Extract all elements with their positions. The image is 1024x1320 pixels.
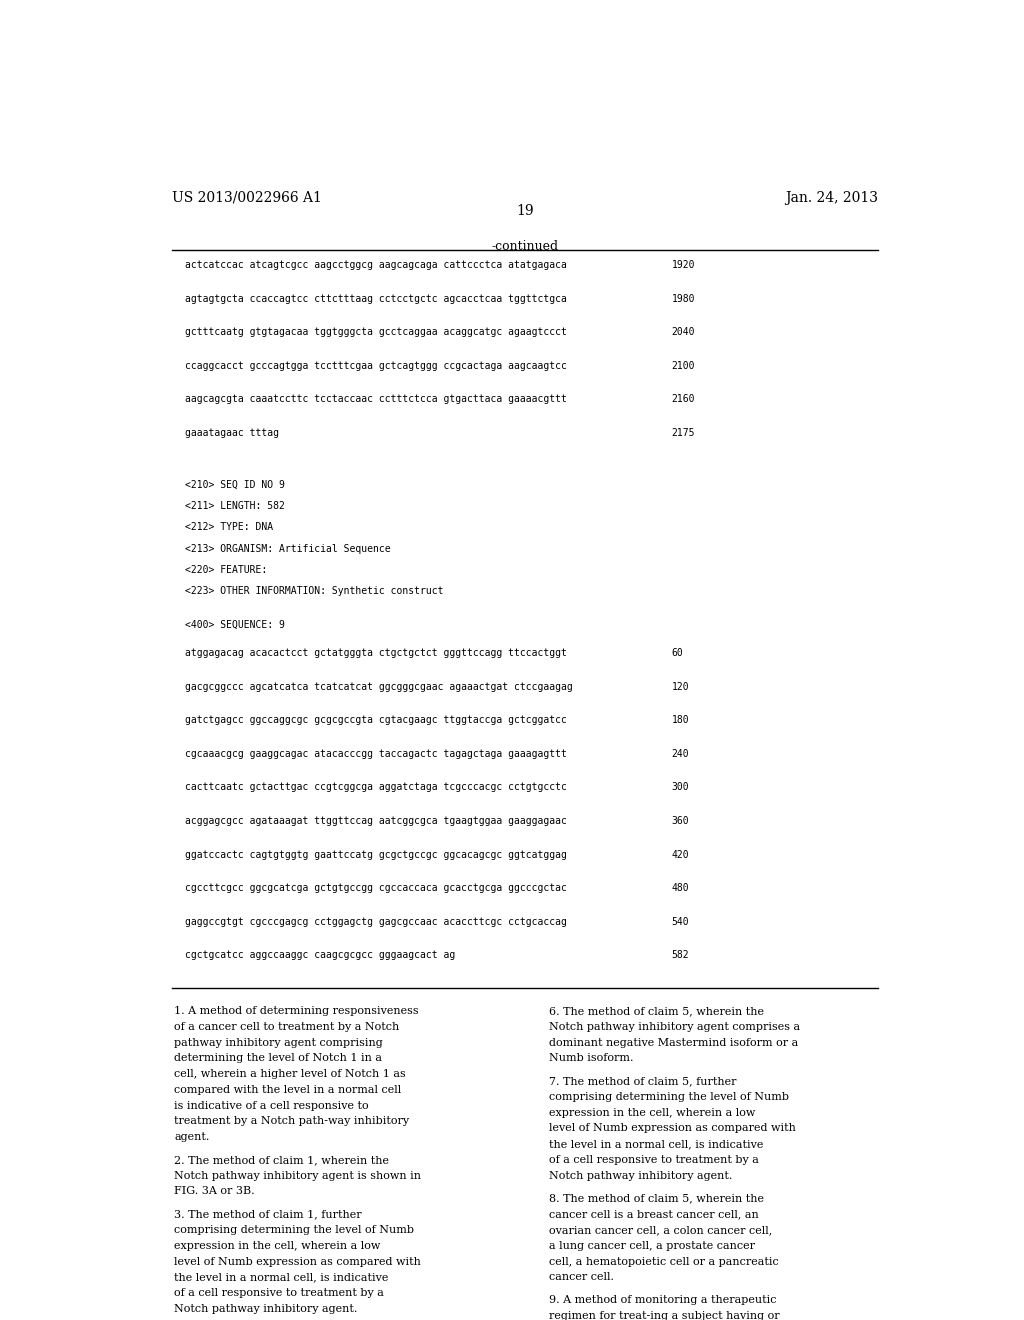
Text: ccaggcacct gcccagtgga tcctttcgaa gctcagtggg ccgcactaga aagcaagtcc: ccaggcacct gcccagtgga tcctttcgaa gctcagt… bbox=[185, 360, 567, 371]
Text: <400> SEQUENCE: 9: <400> SEQUENCE: 9 bbox=[185, 620, 285, 630]
Text: cgcaaacgcg gaaggcagac atacacccgg taccagactc tagagctaga gaaagagttt: cgcaaacgcg gaaggcagac atacacccgg taccaga… bbox=[185, 748, 567, 759]
Text: ggatccactc cagtgtggtg gaattccatg gcgctgccgc ggcacagcgc ggtcatggag: ggatccactc cagtgtggtg gaattccatg gcgctgc… bbox=[185, 850, 567, 859]
Text: of a cell responsive to treatment by a: of a cell responsive to treatment by a bbox=[549, 1155, 759, 1166]
Text: Notch pathway inhibitory agent.: Notch pathway inhibitory agent. bbox=[174, 1304, 357, 1313]
Text: atggagacag acacactcct gctatgggta ctgctgctct gggttccagg ttccactggt: atggagacag acacactcct gctatgggta ctgctgc… bbox=[185, 648, 567, 659]
Text: 60: 60 bbox=[672, 648, 683, 659]
Text: cell, wherein a higher level of Notch 1 as: cell, wherein a higher level of Notch 1 … bbox=[174, 1069, 406, 1078]
Text: 1920: 1920 bbox=[672, 260, 695, 271]
Text: 8. The method of claim 5, wherein the: 8. The method of claim 5, wherein the bbox=[549, 1193, 764, 1204]
Text: treatment by a Notch path-way inhibitory: treatment by a Notch path-way inhibitory bbox=[174, 1117, 410, 1126]
Text: of a cancer cell to treatment by a Notch: of a cancer cell to treatment by a Notch bbox=[174, 1022, 399, 1032]
Text: the level in a normal cell, is indicative: the level in a normal cell, is indicativ… bbox=[174, 1272, 388, 1282]
Text: 2160: 2160 bbox=[672, 395, 695, 404]
Text: 7. The method of claim 5, further: 7. The method of claim 5, further bbox=[549, 1076, 736, 1086]
Text: gctttcaatg gtgtagacaa tggtgggcta gcctcaggaa acaggcatgc agaagtccct: gctttcaatg gtgtagacaa tggtgggcta gcctcag… bbox=[185, 327, 567, 337]
Text: dominant negative Mastermind isoform or a: dominant negative Mastermind isoform or … bbox=[549, 1038, 798, 1048]
Text: Numb isoform.: Numb isoform. bbox=[549, 1053, 633, 1064]
Text: Jan. 24, 2013: Jan. 24, 2013 bbox=[785, 191, 878, 205]
Text: gacgcggccc agcatcatca tcatcatcat ggcgggcgaac agaaactgat ctccgaagag: gacgcggccc agcatcatca tcatcatcat ggcgggc… bbox=[185, 682, 572, 692]
Text: acggagcgcc agataaagat ttggttccag aatcggcgca tgaagtggaa gaaggagaac: acggagcgcc agataaagat ttggttccag aatcggc… bbox=[185, 816, 567, 826]
Text: cacttcaatc gctacttgac ccgtcggcga aggatctaga tcgcccacgc cctgtgcctc: cacttcaatc gctacttgac ccgtcggcga aggatct… bbox=[185, 783, 567, 792]
Text: of a cell responsive to treatment by a: of a cell responsive to treatment by a bbox=[174, 1288, 384, 1298]
Text: the level in a normal cell, is indicative: the level in a normal cell, is indicativ… bbox=[549, 1139, 763, 1150]
Text: level of Numb expression as compared with: level of Numb expression as compared wit… bbox=[549, 1123, 796, 1134]
Text: gatctgagcc ggccaggcgc gcgcgccgta cgtacgaagc ttggtaccga gctcggatcc: gatctgagcc ggccaggcgc gcgcgccgta cgtacga… bbox=[185, 715, 567, 726]
Text: 300: 300 bbox=[672, 783, 689, 792]
Text: <220> FEATURE:: <220> FEATURE: bbox=[185, 565, 267, 576]
Text: a lung cancer cell, a prostate cancer: a lung cancer cell, a prostate cancer bbox=[549, 1241, 755, 1251]
Text: -continued: -continued bbox=[492, 240, 558, 252]
Text: pathway inhibitory agent comprising: pathway inhibitory agent comprising bbox=[174, 1038, 383, 1048]
Text: cgccttcgcc ggcgcatcga gctgtgccgg cgccaccaca gcacctgcga ggcccgctac: cgccttcgcc ggcgcatcga gctgtgccgg cgccacc… bbox=[185, 883, 567, 894]
Text: <211> LENGTH: 582: <211> LENGTH: 582 bbox=[185, 500, 285, 511]
Text: agtagtgcta ccaccagtcc cttctttaag cctcctgctc agcacctcaa tggttctgca: agtagtgcta ccaccagtcc cttctttaag cctcctg… bbox=[185, 293, 567, 304]
Text: <210> SEQ ID NO 9: <210> SEQ ID NO 9 bbox=[185, 479, 285, 490]
Text: ovarian cancer cell, a colon cancer cell,: ovarian cancer cell, a colon cancer cell… bbox=[549, 1225, 772, 1236]
Text: comprising determining the level of Numb: comprising determining the level of Numb bbox=[174, 1225, 414, 1236]
Text: cell, a hematopoietic cell or a pancreatic: cell, a hematopoietic cell or a pancreat… bbox=[549, 1257, 778, 1267]
Text: <223> OTHER INFORMATION: Synthetic construct: <223> OTHER INFORMATION: Synthetic const… bbox=[185, 586, 443, 597]
Text: is indicative of a cell responsive to: is indicative of a cell responsive to bbox=[174, 1101, 369, 1110]
Text: 19: 19 bbox=[516, 205, 534, 218]
Text: Notch pathway inhibitory agent is shown in: Notch pathway inhibitory agent is shown … bbox=[174, 1171, 421, 1180]
Text: 2. The method of claim 1, wherein the: 2. The method of claim 1, wherein the bbox=[174, 1155, 389, 1166]
Text: 6. The method of claim 5, wherein the: 6. The method of claim 5, wherein the bbox=[549, 1006, 764, 1016]
Text: 1. A method of determining responsiveness: 1. A method of determining responsivenes… bbox=[174, 1006, 419, 1016]
Text: 9. A method of monitoring a therapeutic: 9. A method of monitoring a therapeutic bbox=[549, 1295, 776, 1305]
Text: 360: 360 bbox=[672, 816, 689, 826]
Text: Notch pathway inhibitory agent comprises a: Notch pathway inhibitory agent comprises… bbox=[549, 1022, 800, 1032]
Text: 480: 480 bbox=[672, 883, 689, 894]
Text: 2175: 2175 bbox=[672, 428, 695, 438]
Text: expression in the cell, wherein a low: expression in the cell, wherein a low bbox=[549, 1107, 755, 1118]
Text: gaaatagaac tttag: gaaatagaac tttag bbox=[185, 428, 280, 438]
Text: 180: 180 bbox=[672, 715, 689, 726]
Text: expression in the cell, wherein a low: expression in the cell, wherein a low bbox=[174, 1241, 380, 1251]
Text: 1980: 1980 bbox=[672, 293, 695, 304]
Text: regimen for treat-ing a subject having or: regimen for treat-ing a subject having o… bbox=[549, 1311, 779, 1320]
Text: gaggccgtgt cgcccgagcg cctggagctg gagcgccaac acaccttcgc cctgcaccag: gaggccgtgt cgcccgagcg cctggagctg gagcgcc… bbox=[185, 916, 567, 927]
Text: actcatccac atcagtcgcc aagcctggcg aagcagcaga cattccctca atatgagaca: actcatccac atcagtcgcc aagcctggcg aagcagc… bbox=[185, 260, 567, 271]
Text: level of Numb expression as compared with: level of Numb expression as compared wit… bbox=[174, 1257, 421, 1267]
Text: 420: 420 bbox=[672, 850, 689, 859]
Text: comprising determining the level of Numb: comprising determining the level of Numb bbox=[549, 1092, 788, 1102]
Text: agent.: agent. bbox=[174, 1133, 209, 1142]
Text: cancer cell is a breast cancer cell, an: cancer cell is a breast cancer cell, an bbox=[549, 1209, 759, 1220]
Text: cgctgcatcc aggccaaggc caagcgcgcc gggaagcact ag: cgctgcatcc aggccaaggc caagcgcgcc gggaagc… bbox=[185, 950, 456, 960]
Text: 582: 582 bbox=[672, 950, 689, 960]
Text: cancer cell.: cancer cell. bbox=[549, 1272, 613, 1282]
Text: US 2013/0022966 A1: US 2013/0022966 A1 bbox=[172, 191, 322, 205]
Text: 2040: 2040 bbox=[672, 327, 695, 337]
Text: Notch pathway inhibitory agent.: Notch pathway inhibitory agent. bbox=[549, 1171, 732, 1180]
Text: 540: 540 bbox=[672, 916, 689, 927]
Text: 120: 120 bbox=[672, 682, 689, 692]
Text: 2100: 2100 bbox=[672, 360, 695, 371]
Text: 3. The method of claim 1, further: 3. The method of claim 1, further bbox=[174, 1209, 361, 1220]
Text: FIG. 3A or 3B.: FIG. 3A or 3B. bbox=[174, 1187, 255, 1196]
Text: compared with the level in a normal cell: compared with the level in a normal cell bbox=[174, 1085, 401, 1094]
Text: 240: 240 bbox=[672, 748, 689, 759]
Text: <213> ORGANISM: Artificial Sequence: <213> ORGANISM: Artificial Sequence bbox=[185, 544, 391, 553]
Text: determining the level of Notch 1 in a: determining the level of Notch 1 in a bbox=[174, 1053, 382, 1064]
Text: aagcagcgta caaatccttc tcctaccaac cctttctcca gtgacttaca gaaaacgttt: aagcagcgta caaatccttc tcctaccaac cctttct… bbox=[185, 395, 567, 404]
Text: <212> TYPE: DNA: <212> TYPE: DNA bbox=[185, 523, 273, 532]
